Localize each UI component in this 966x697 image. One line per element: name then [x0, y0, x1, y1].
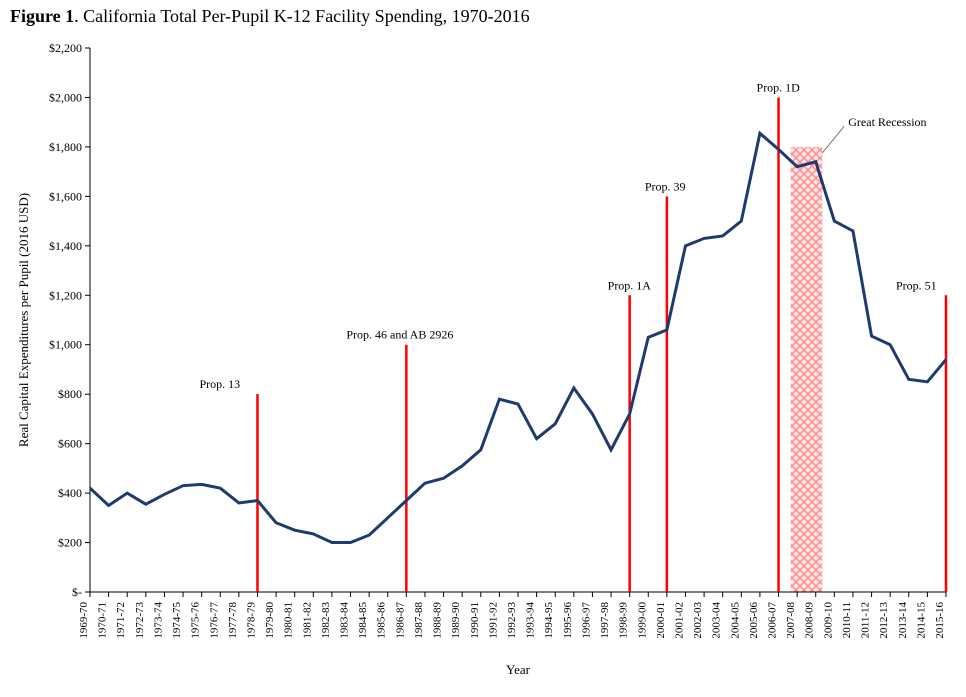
x-tick-label: 1970-71 [97, 602, 109, 639]
y-tick-label: $1,000 [49, 338, 82, 352]
x-tick-label: 2012-13 [878, 602, 890, 639]
y-tick-label: $2,000 [49, 90, 82, 104]
x-tick-label: 1974-75 [171, 602, 183, 639]
y-tick-label: $200 [58, 536, 82, 550]
x-tick-label: 1986-87 [394, 602, 406, 639]
x-tick-label: 1984-85 [357, 602, 369, 639]
y-tick-label: $1,200 [49, 288, 82, 302]
x-tick-label: 2004-05 [729, 602, 741, 639]
x-tick-label: 1981-82 [301, 602, 313, 639]
x-tick-label: 2013-14 [897, 602, 909, 639]
y-tick-label: $800 [58, 387, 82, 401]
y-tick-label: $1,800 [49, 140, 82, 154]
event-label: Prop. 1D [757, 80, 801, 94]
x-tick-label: 1990-91 [469, 602, 481, 639]
x-tick-label: 1971-72 [115, 602, 127, 639]
x-tick-label: 1999-00 [636, 602, 648, 639]
chart-svg: Great Recession $- $200 $400 $600 $800 $1,000 $… [0, 34, 966, 697]
x-tick-label: 1995-96 [562, 602, 574, 639]
x-tick-label: 1983-84 [339, 602, 351, 639]
event-label: Prop. 46 and AB 2926 [346, 328, 453, 342]
y-axis-label: Real Capital Expenditures per Pupil (201… [16, 193, 31, 447]
y-tick-label: $1,400 [49, 239, 82, 253]
x-tick-label: 1998-99 [618, 602, 630, 639]
x-tick-label: 1972-73 [134, 602, 146, 639]
x-tick-label: 1996-97 [580, 602, 592, 639]
y-tick-label: $1,600 [49, 189, 82, 203]
x-tick-label: 2002-03 [692, 602, 704, 639]
x-tick-label: 1991-92 [487, 602, 499, 639]
x-tick-label: 1989-90 [450, 602, 462, 639]
x-tick-label: 1988-89 [432, 602, 444, 639]
y-tick-label: $400 [58, 486, 82, 500]
x-tick-label: 2008-09 [804, 602, 816, 639]
event-label: Prop. 1A [608, 278, 652, 292]
x-tick-label: 1969-70 [78, 602, 90, 639]
x-tick-label: 2003-04 [711, 602, 723, 639]
x-tick-label: 1982-83 [320, 602, 332, 639]
x-axis-label: Year [506, 662, 531, 677]
x-tick-label: 2011-12 [860, 602, 872, 638]
x-tick-label: 1987-88 [413, 602, 425, 639]
x-tick-label: 1976-77 [208, 602, 220, 639]
x-tick-label: 2000-01 [655, 602, 667, 639]
x-tick-label: 1978-79 [245, 602, 257, 639]
x-tick-label: 1993-94 [525, 602, 537, 639]
y-tick-label: $- [72, 585, 82, 599]
x-tick-label: 1979-80 [264, 602, 276, 639]
figure-title: Figure 1. California Total Per-Pupil K-1… [10, 6, 530, 27]
x-tick-label: 2009-10 [822, 602, 834, 639]
x-tick-label: 2005-06 [748, 602, 760, 639]
recession-label: Great Recession [848, 115, 926, 129]
event-label: Prop. 13 [199, 377, 240, 391]
recession-band [791, 147, 823, 592]
x-tick-label: 2015-16 [934, 602, 946, 639]
x-tick-label: 2001-02 [673, 602, 685, 639]
x-tick-label: 1994-95 [543, 602, 555, 639]
event-label: Prop. 51 [896, 278, 937, 292]
figure-label: Figure 1 [10, 6, 74, 26]
x-tick-label: 1973-74 [152, 602, 164, 639]
recession-leader [822, 126, 844, 153]
y-tick-label: $600 [58, 437, 82, 451]
x-tick-label: 1980-81 [283, 602, 295, 639]
x-tick-label: 2014-15 [915, 602, 927, 639]
x-tick-label: 1975-76 [190, 602, 202, 639]
event-label: Prop. 39 [645, 179, 686, 193]
x-tick-label: 1977-78 [227, 602, 239, 639]
x-tick-label: 2007-08 [785, 602, 797, 639]
x-tick-label: 2006-07 [767, 602, 779, 639]
x-tick-label: 2010-11 [841, 602, 853, 638]
x-tick-label: 1985-86 [376, 602, 388, 639]
x-tick-label: 1997-98 [599, 602, 611, 639]
y-tick-label: $2,200 [49, 41, 82, 55]
figure-caption: California Total Per-Pupil K-12 Facility… [83, 6, 530, 26]
x-tick-label: 1992-93 [506, 602, 518, 639]
